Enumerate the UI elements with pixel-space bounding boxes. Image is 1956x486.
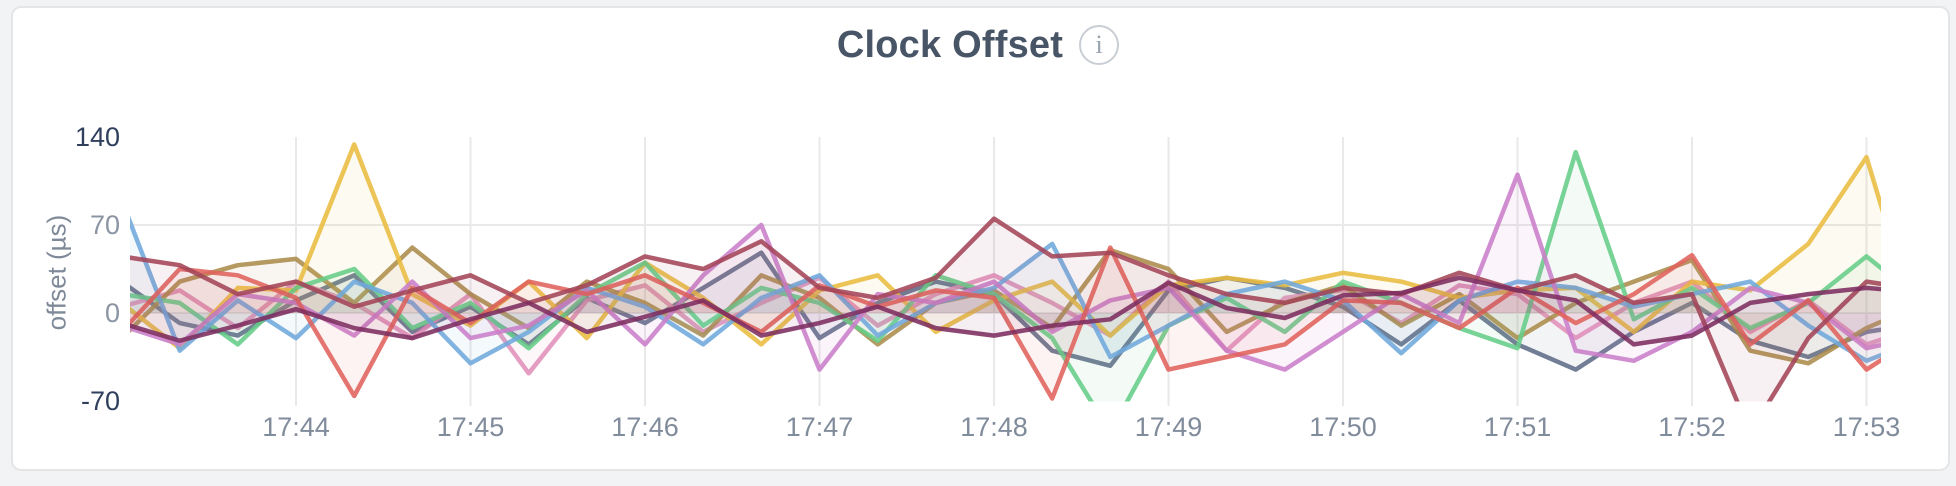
series-area-pink: [130, 275, 1881, 374]
series-line-gold: [130, 142, 1881, 351]
x-tick-label: 17:47: [785, 412, 854, 442]
series-area-gold: [130, 144, 1881, 349]
chart-header: Clock Offset i: [0, 22, 1956, 68]
x-tick-label: 17:46: [611, 412, 679, 442]
x-tick-label: 17:48: [960, 412, 1028, 442]
chart-plot-area[interactable]: [130, 98, 1881, 402]
x-tick-label: 17:44: [262, 412, 330, 442]
y-tick-label: -70: [80, 386, 120, 416]
chart-card: [11, 6, 1950, 471]
series-area-orchid: [130, 174, 1881, 370]
x-tick-label: 17:50: [1309, 412, 1377, 442]
chart-title: Clock Offset: [836, 23, 1064, 66]
series-line-plum: [130, 275, 1881, 347]
x-tick-label: 17:45: [436, 412, 505, 442]
series-area-plum: [130, 277, 1881, 345]
y-tick-label: 70: [89, 210, 120, 240]
series-area-maroon: [130, 218, 1881, 402]
series-group: [130, 142, 1881, 402]
x-tick-label: 17:52: [1658, 412, 1726, 442]
y-tick-label: 140: [74, 122, 120, 152]
x-tick-label: 17:51: [1483, 412, 1552, 442]
y-tick-label: 0: [104, 298, 120, 328]
series-line-maroon: [130, 216, 1881, 402]
x-tick-label: 17:53: [1832, 412, 1901, 442]
x-tick-label: 17:49: [1134, 412, 1203, 442]
series-line-blue: [130, 215, 1881, 366]
series-line-orchid: [130, 172, 1881, 372]
series-area-slate: [130, 252, 1881, 370]
info-icon[interactable]: i: [1079, 25, 1120, 65]
series-line-green: [130, 149, 1881, 402]
